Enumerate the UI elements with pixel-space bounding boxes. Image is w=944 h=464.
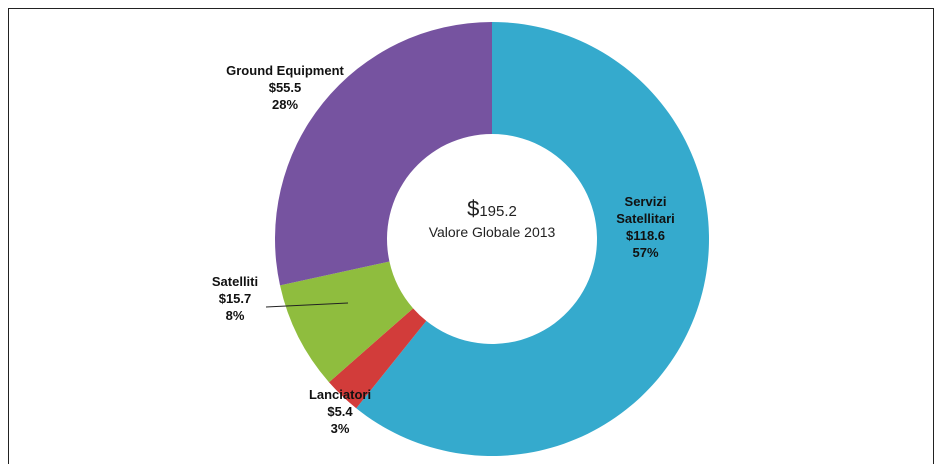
center-label: $195.2 Valore Globale 2013	[392, 196, 592, 240]
center-value: 195.2	[479, 203, 517, 220]
value-label: $15.7	[218, 291, 252, 306]
donut-slice	[356, 22, 710, 456]
leader-line	[265, 302, 349, 308]
slice-label: Lanciatori $5.4 3%	[300, 386, 380, 437]
category-name: Ground Equipment	[226, 63, 344, 78]
slice-label: Satelliti $15.7 8%	[200, 273, 270, 324]
category-name: Lanciatori	[308, 387, 372, 402]
percent-label: 57%	[632, 245, 659, 260]
chart-frame	[8, 8, 934, 464]
center-currency: $	[467, 196, 480, 221]
donut-slice	[275, 22, 492, 286]
donut-slice	[329, 308, 427, 409]
slice-label: Ground Equipment $55.5 28%	[200, 62, 370, 113]
center-caption: Valore Globale 2013	[428, 224, 556, 240]
value-label: $5.4	[327, 404, 353, 419]
category-name: Satelliti	[211, 274, 259, 289]
percent-label: 28%	[271, 97, 299, 112]
category-name: Servizi Satellitari	[616, 194, 675, 226]
donut-slice	[280, 261, 414, 383]
value-label: $118.6	[625, 228, 666, 243]
slice-label: Servizi Satellitari $118.6 57%	[598, 193, 693, 261]
percent-label: 3%	[330, 421, 350, 436]
percent-label: 8%	[225, 308, 245, 323]
value-label: $55.5	[268, 80, 302, 95]
